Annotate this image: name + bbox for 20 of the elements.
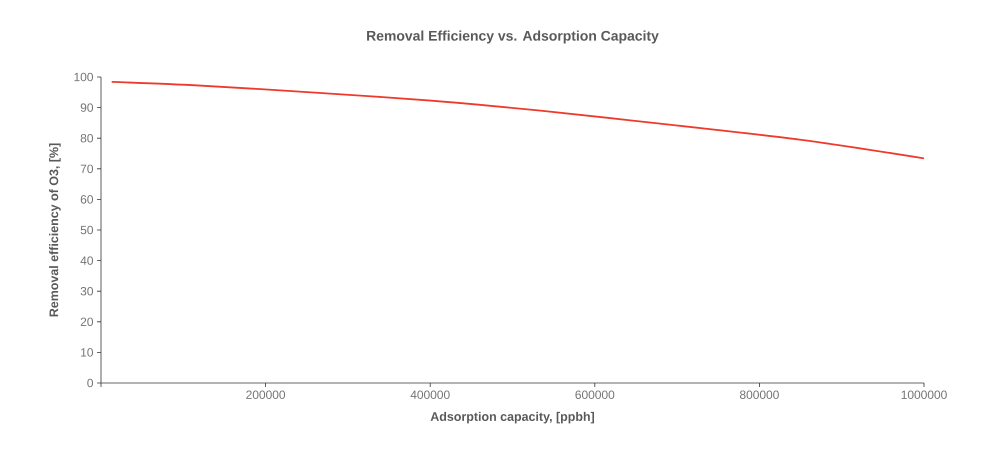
y-tick-label: 90	[80, 103, 94, 112]
y-tick-label: 70	[80, 164, 94, 174]
y-tick-label: 60	[80, 195, 94, 204]
y-tick-label: 50	[80, 226, 94, 234]
y-tick-label: 0	[87, 378, 94, 388]
y-tick-label: 20	[80, 318, 94, 326]
x-tick-label: 600000	[575, 390, 614, 399]
x-tick-label: 400000	[410, 390, 450, 399]
y-tick-label: 30	[80, 286, 94, 296]
x-axis-title: Adsorption capacity, [ppbh]	[430, 412, 594, 424]
y-tick-label: 40	[80, 256, 94, 265]
line-series	[110, 80, 924, 160]
y-tick-label: 100	[74, 72, 94, 82]
x-tick-label: 800000	[740, 390, 779, 399]
x-tick-label: 200000	[246, 390, 286, 399]
y-tick-label: 80	[80, 134, 94, 142]
chart-title: Removal Efficiency vs. Adsorption Capacity	[367, 30, 659, 44]
x-tick-label: 1000000	[902, 390, 947, 399]
y-tick-label: 10	[81, 348, 94, 357]
y-axis-title: Removal efficiency of O3, [%]	[49, 144, 61, 316]
